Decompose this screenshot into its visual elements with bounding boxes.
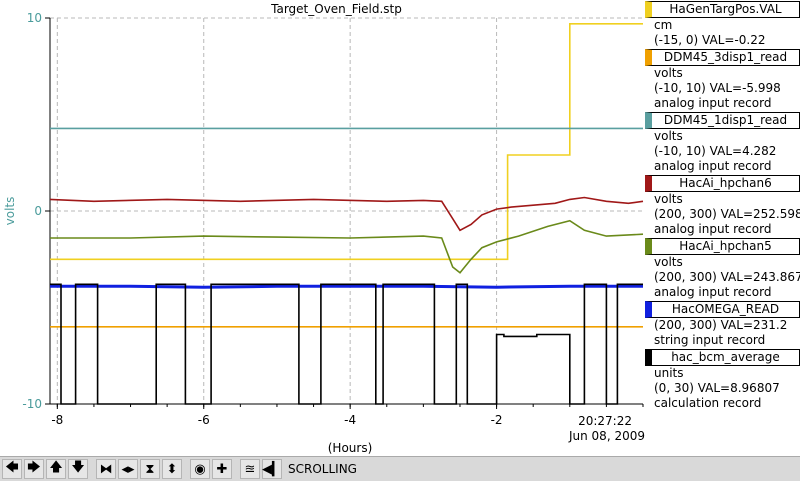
- timestamp-time: 20:27:22: [578, 414, 632, 428]
- toolbar: 🡄 🡆 🡅 🡇 ⧓ ◂▸ ⧗ ⬍ ◉ ✚ ≊ ◀▎ SCROLLING: [0, 456, 800, 481]
- legend-series-name[interactable]: DDM45_3disp1_read: [645, 49, 800, 66]
- timestamp-date: Jun 08, 2009: [568, 429, 645, 443]
- config-icon: ≊: [244, 461, 256, 477]
- arrow-right-icon: 🡆: [27, 460, 41, 475]
- legend-detail-line: units: [654, 366, 684, 380]
- y-tick-label: -10: [22, 397, 42, 411]
- legend-detail-line: (-10, 10) VAL=-5.998: [654, 81, 781, 95]
- legend-series-name[interactable]: HacOMEGA_READ: [645, 301, 800, 318]
- series-line-HaGenTargPos.VAL: [50, 22, 643, 261]
- add-button[interactable]: ✚: [212, 459, 232, 479]
- auto-scale-button[interactable]: ◉: [190, 459, 210, 479]
- zoom-out-y-button[interactable]: ⬍: [162, 459, 182, 479]
- auto-scale-icon: ◉: [194, 461, 206, 477]
- legend-item: HacOMEGA_READ (200, 300) VAL=231.2 string …: [645, 301, 800, 348]
- legend-detail-line: calculation record: [654, 396, 762, 410]
- legend-item: DDM45_3disp1_read volts (-10, 10) VAL=-5.9…: [645, 49, 800, 111]
- legend-detail-line: analog input record: [654, 159, 772, 173]
- legend-detail-line: volts: [654, 129, 683, 143]
- legend-detail-line: analog input record: [654, 285, 772, 299]
- arrow-up-icon: 🡅: [49, 460, 63, 475]
- chart-title: Target_Oven_Field.stp: [270, 2, 402, 16]
- y-axis-label: volts: [3, 197, 17, 226]
- back-icon: ◀▎: [262, 461, 282, 477]
- zoom-in-x-icon: ⧓: [99, 461, 113, 477]
- legend-detail-line: (200, 300) VAL=243.867: [654, 270, 800, 284]
- scroll-up-button[interactable]: 🡅: [46, 459, 66, 479]
- arrow-down-icon: 🡇: [71, 460, 85, 475]
- zoom-out-x-icon: ◂▸: [121, 461, 135, 477]
- arrow-left-icon: 🡄: [5, 460, 19, 475]
- x-tick-label: -8: [51, 413, 63, 427]
- zoom-in-y-button[interactable]: ⧗: [140, 459, 160, 479]
- scroll-down-button[interactable]: 🡇: [68, 459, 88, 479]
- back-button[interactable]: ◀▎: [262, 459, 282, 479]
- legend-series-name[interactable]: hac_bcm_average: [645, 349, 800, 366]
- legend-item: hac_bcm_average units (0, 30) VAL=8.96807 c…: [645, 349, 800, 411]
- x-tick-label: -6: [198, 413, 210, 427]
- scroll-right-button[interactable]: 🡆: [24, 459, 44, 479]
- zoom-in-y-icon: ⧗: [145, 461, 155, 477]
- legend-item: HacAi_hpchan6 volts (200, 300) VAL=252.598…: [645, 175, 800, 237]
- legend-detail-line: analog input record: [654, 222, 772, 236]
- legend-detail-line: cm: [654, 18, 673, 32]
- legend-series-name[interactable]: HaGenTargPos.VAL: [645, 1, 800, 18]
- series-line-hac_bcm_average: [50, 283, 643, 405]
- legend-detail-line: volts: [654, 66, 683, 80]
- legend-item: HacAi_hpchan5 volts (200, 300) VAL=243.867…: [645, 238, 800, 300]
- legend-series-name[interactable]: HacAi_hpchan6: [645, 175, 800, 192]
- legend-detail-line: (-10, 10) VAL=4.282: [654, 144, 777, 158]
- y-tick-label: 10: [27, 11, 42, 25]
- plus-icon: ✚: [216, 461, 228, 477]
- legend: HaGenTargPos.VAL cm (-15, 0) VAL=-0.22 DDM4…: [645, 0, 800, 411]
- chart-plot[interactable]: Target_Oven_Field.stp 10 0 -10 -8 -6 -4 -2 volts…: [0, 0, 645, 456]
- config-button[interactable]: ≊: [240, 459, 260, 479]
- zoom-out-x-button[interactable]: ◂▸: [118, 459, 138, 479]
- x-axis-label: (Hours): [328, 441, 373, 455]
- legend-detail-line: analog input record: [654, 96, 772, 110]
- x-tick-label: -4: [344, 413, 356, 427]
- legend-series-name[interactable]: DDM45_1disp1_read: [645, 112, 800, 129]
- legend-detail-line: volts: [654, 255, 683, 269]
- legend-series-name[interactable]: HacAi_hpchan5: [645, 238, 800, 255]
- x-tick-label: -2: [491, 413, 503, 427]
- legend-item: DDM45_1disp1_read volts (-10, 10) VAL=4.28…: [645, 112, 800, 174]
- zoom-in-x-button[interactable]: ⧓: [96, 459, 116, 479]
- legend-detail-line: (-15, 0) VAL=-0.22: [654, 33, 766, 47]
- series-line-HacAi_hpchan6: [49, 196, 644, 232]
- scroll-left-button[interactable]: 🡄: [2, 459, 22, 479]
- legend-detail-line: string input record: [654, 333, 766, 347]
- series-line-HacAi_hpchan5: [50, 219, 644, 274]
- series-line-HacOMEGA_READ: [50, 284, 643, 289]
- status-text: SCROLLING: [288, 462, 357, 476]
- zoom-out-y-icon: ⬍: [166, 461, 178, 477]
- legend-detail-line: (0, 30) VAL=8.96807: [654, 381, 780, 395]
- y-tick-label: 0: [34, 204, 42, 218]
- legend-detail-line: (200, 300) VAL=231.2: [654, 318, 788, 332]
- legend-detail-line: volts: [654, 192, 683, 206]
- legend-item: HaGenTargPos.VAL cm (-15, 0) VAL=-0.22: [645, 1, 800, 48]
- legend-detail-line: (200, 300) VAL=252.598: [654, 207, 800, 221]
